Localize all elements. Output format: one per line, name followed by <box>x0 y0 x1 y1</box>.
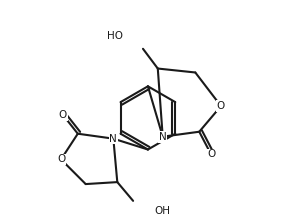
Text: O: O <box>59 110 67 120</box>
Text: O: O <box>217 101 225 111</box>
Text: N: N <box>109 134 117 144</box>
Text: O: O <box>57 154 65 164</box>
Text: OH: OH <box>155 206 171 216</box>
Text: N: N <box>159 132 167 142</box>
Text: O: O <box>207 149 215 159</box>
Text: HO: HO <box>107 31 123 41</box>
